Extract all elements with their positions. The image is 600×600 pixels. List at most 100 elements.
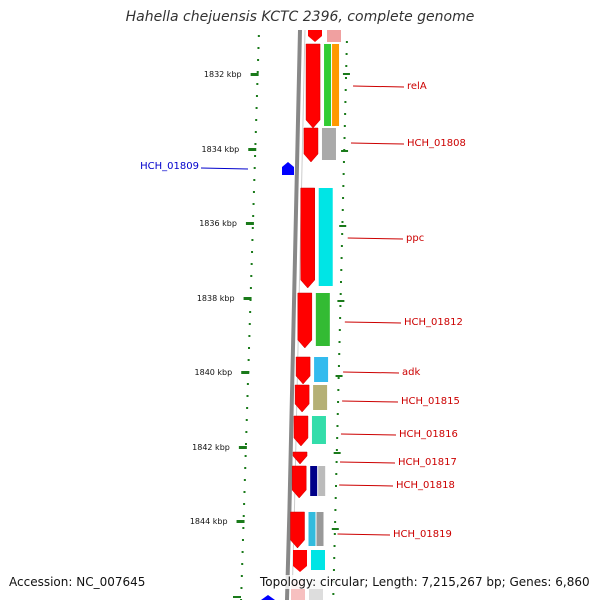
gene-label: ppc — [406, 233, 424, 244]
backbone-line — [285, 29, 302, 600]
scale-dot — [339, 305, 342, 307]
gene-label: HCH_01809 — [140, 161, 199, 172]
scale-dot — [334, 497, 337, 499]
scale-tick — [241, 371, 250, 374]
gene-arrow-relA — [305, 43, 321, 129]
cog-block — [311, 416, 326, 444]
gene-arrow-HCH_01819 — [290, 511, 305, 549]
scale-tick-label: 1836 kbp — [199, 219, 237, 228]
gene-leader-line — [339, 484, 394, 487]
scale-tick — [250, 73, 259, 76]
scale-tick-label: 1832 kbp — [204, 70, 242, 79]
gene-leader-line — [353, 85, 405, 88]
scale-dot — [337, 389, 340, 391]
scale-dot — [336, 413, 339, 415]
scale-dot — [249, 287, 252, 289]
scale-minor-tick — [337, 300, 345, 302]
scale-tick-label: 1840 kbp — [195, 368, 233, 377]
scale-dot — [243, 491, 246, 493]
cog-block — [332, 44, 340, 126]
scale-minor-tick — [335, 375, 343, 377]
scale-dot — [255, 119, 258, 121]
scale-dot — [343, 125, 346, 127]
scale-dot — [241, 551, 244, 553]
scale-dot — [345, 53, 348, 55]
gene-arrow — [293, 550, 307, 572]
genome-summary-text: Topology: circular; Length: 7,215,267 bp… — [260, 575, 590, 589]
scale-dot — [338, 329, 341, 331]
scale-dot — [257, 35, 260, 37]
scale-dot — [243, 479, 246, 481]
gene-leader-line — [344, 321, 402, 324]
scale-dot — [256, 83, 259, 85]
scale-dot — [333, 533, 336, 535]
gene-label: HCH_01816 — [399, 429, 458, 440]
scale-dot — [344, 89, 347, 91]
scale-dot — [248, 323, 251, 325]
scale-dot — [248, 335, 251, 337]
scale-dot — [255, 107, 258, 109]
scale-dot — [253, 167, 256, 169]
scale-dot — [240, 575, 243, 577]
scale-dot — [240, 587, 243, 589]
gene-leader-line — [200, 167, 249, 170]
scale-dot — [244, 443, 247, 445]
scale-dot — [341, 209, 344, 211]
gene-arrow-HCH_01809 — [282, 162, 294, 175]
gene-arrow-HCH_01815 — [294, 384, 310, 413]
scale-dot — [340, 245, 343, 247]
scale-dot — [340, 269, 343, 271]
gene-arrow-HCH_01817 — [292, 451, 308, 465]
scale-dot — [254, 143, 257, 145]
scale-dot — [254, 131, 257, 133]
scale-dot — [344, 77, 347, 79]
scale-dot — [257, 59, 260, 61]
scale-dot — [248, 347, 251, 349]
scale-dot — [332, 593, 335, 595]
scale-dot — [335, 449, 338, 451]
scale-dot — [336, 437, 339, 439]
scale-dot — [336, 425, 339, 427]
scale-dot — [340, 257, 343, 259]
gene-arrow-HCH_01816 — [293, 415, 309, 447]
scale-dot — [247, 359, 250, 361]
scale-dot — [251, 227, 254, 229]
scale-dot — [245, 431, 248, 433]
scale-dot — [244, 467, 247, 469]
gene-label: HCH_01818 — [396, 480, 455, 491]
scale-dot — [241, 563, 244, 565]
gene-label: HCH_01819 — [393, 529, 452, 540]
scale-dot — [337, 401, 340, 403]
scale-dot — [339, 317, 342, 319]
reverse-gene-marker — [261, 595, 275, 600]
scale-dot — [335, 461, 338, 463]
scale-dot — [339, 281, 342, 283]
scale-dot — [249, 311, 252, 313]
scale-dot — [250, 275, 253, 277]
scale-tick — [238, 446, 247, 449]
scale-dot — [246, 407, 249, 409]
gene-leader-line — [343, 371, 400, 374]
scale-dot — [241, 539, 244, 541]
genome-summary-value: Topology: circular; Length: 7,215,267 bp… — [260, 575, 590, 589]
scale-dot — [243, 503, 246, 505]
scale-dot — [252, 191, 255, 193]
scale-dot — [250, 263, 253, 265]
gene-arrow-HCH_01812 — [297, 292, 313, 349]
scale-dot — [245, 419, 248, 421]
scale-dot — [345, 41, 348, 43]
accession-text: Accession: NC_007645 — [9, 575, 146, 589]
scale-minor-tick — [331, 528, 339, 530]
scale-minor-tick — [333, 452, 341, 454]
scale-tick-label: 1844 kbp — [190, 517, 228, 526]
scale-dot — [252, 215, 255, 217]
scale-dot — [338, 341, 341, 343]
cog-block — [308, 512, 316, 546]
scale-dot — [244, 455, 247, 457]
scale-dot — [338, 353, 341, 355]
gene-leader-line — [337, 533, 391, 536]
scale-dot — [342, 185, 345, 187]
gene-label: HCH_01817 — [398, 457, 457, 468]
cog-block — [321, 128, 336, 160]
